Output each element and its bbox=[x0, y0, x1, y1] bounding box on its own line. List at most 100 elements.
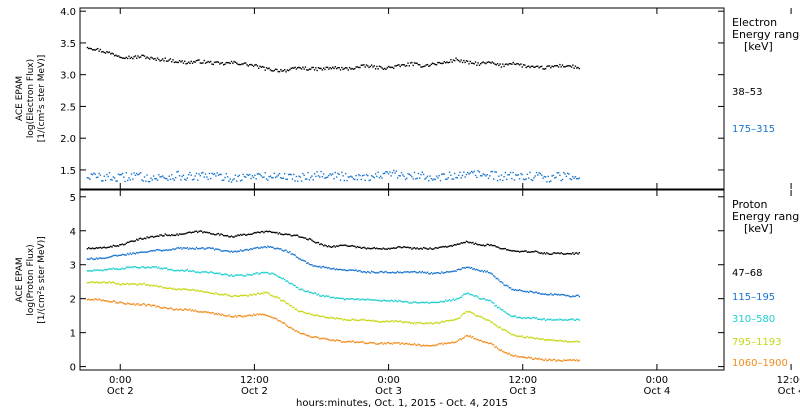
proton-series-1-point bbox=[578, 295, 581, 298]
proton-series-0-point bbox=[465, 240, 468, 243]
proton-series-3-point bbox=[256, 292, 259, 294]
proton-series-4-point bbox=[132, 303, 134, 305]
proton-series-3-point bbox=[438, 322, 440, 324]
proton-series-4-point bbox=[413, 342, 416, 345]
proton-series-2-point bbox=[191, 270, 194, 272]
proton-series-2-point bbox=[566, 319, 569, 322]
proton-series-2-point bbox=[415, 301, 417, 303]
proton-series-0-point bbox=[403, 245, 405, 248]
proton-series-2-point bbox=[237, 274, 239, 276]
proton-series-0-point bbox=[457, 243, 460, 245]
proton-series-4-point bbox=[531, 358, 534, 361]
proton-series-3-point bbox=[544, 339, 547, 341]
proton-series-2-point bbox=[150, 267, 152, 269]
proton-series-0-point bbox=[229, 236, 231, 238]
proton-series-3-point bbox=[219, 293, 221, 296]
proton-series-1-point bbox=[476, 268, 478, 271]
proton-series-2-point bbox=[302, 289, 304, 291]
xtick-date-label: Oct 4 bbox=[778, 386, 800, 397]
proton-series-2-point bbox=[284, 278, 286, 281]
electron-series-0-point bbox=[529, 66, 531, 69]
proton-series-4-point bbox=[273, 317, 276, 319]
proton-series-3-point bbox=[538, 338, 540, 340]
proton-series-4-point bbox=[263, 313, 265, 316]
proton-series-2-point bbox=[165, 267, 168, 269]
electron-series-0-point bbox=[429, 64, 431, 67]
proton-series-1-point bbox=[113, 254, 116, 257]
electron-series-1-point bbox=[285, 178, 287, 180]
electron-series-1-point bbox=[391, 172, 394, 174]
proton-series-0-point bbox=[347, 245, 350, 247]
electron-series-0-point bbox=[197, 59, 199, 61]
electron-series-0-point bbox=[495, 64, 497, 66]
electron-series-0-point bbox=[276, 68, 278, 71]
electron-series-0-point bbox=[443, 61, 446, 63]
proton-series-2-point bbox=[271, 272, 273, 274]
proton-series-3-point bbox=[364, 319, 366, 321]
electron-series-1-point bbox=[160, 176, 163, 178]
proton-series-4-point bbox=[268, 315, 270, 318]
electron-series-1-point bbox=[108, 171, 111, 174]
electron-series-1-point bbox=[480, 175, 482, 177]
proton-series-1-point bbox=[512, 288, 514, 291]
proton-series-1-point bbox=[377, 272, 379, 274]
proton-series-3-point bbox=[286, 302, 289, 305]
proton-series-3-point bbox=[348, 319, 351, 321]
proton-series-3-point bbox=[97, 281, 99, 284]
electron-series-1-point bbox=[537, 174, 539, 176]
proton-series-3-point bbox=[120, 284, 122, 286]
electron-series-1-point bbox=[326, 176, 329, 178]
proton-series-1-point bbox=[246, 248, 248, 251]
proton-series-4-point bbox=[437, 343, 439, 346]
proton-series-4-point bbox=[99, 299, 102, 301]
proton-series-4-point bbox=[421, 345, 423, 347]
electron-series-1-point bbox=[460, 177, 462, 179]
electron-series-1-point bbox=[513, 179, 516, 181]
electron-series-0-point bbox=[552, 65, 555, 68]
proton-series-1-point bbox=[315, 265, 317, 267]
proton-series-0-point bbox=[277, 233, 279, 235]
proton-series-1-point bbox=[373, 271, 375, 274]
proton-series-0-point bbox=[184, 233, 186, 235]
electron-series-0-point bbox=[347, 69, 350, 71]
electron-series-0-point bbox=[285, 71, 287, 73]
proton-series-2-point bbox=[355, 298, 357, 300]
electron-series-1-point bbox=[269, 175, 272, 177]
proton-series-1-point bbox=[268, 246, 270, 248]
electron-series-0-point bbox=[339, 69, 342, 71]
proton-series-1-point bbox=[556, 294, 558, 296]
proton-series-2-point bbox=[138, 267, 141, 269]
proton-series-3-point bbox=[534, 338, 536, 340]
proton-series-4-point bbox=[578, 359, 581, 362]
proton-series-2-point bbox=[112, 267, 115, 269]
proton-series-4-point bbox=[395, 342, 398, 344]
proton-series-2-point bbox=[242, 274, 244, 277]
proton-series-1-point bbox=[210, 247, 212, 250]
proton-series-4-point bbox=[229, 315, 231, 318]
electron-series-0-point bbox=[97, 47, 99, 50]
proton-series-0-point bbox=[387, 247, 390, 250]
proton-series-4-point bbox=[364, 342, 366, 345]
electron-series-0-point bbox=[480, 63, 482, 65]
proton-series-2-point bbox=[569, 318, 571, 321]
proton-series-4-point bbox=[328, 339, 330, 341]
electron-series-0-point bbox=[476, 64, 478, 66]
proton-series-1-point bbox=[191, 247, 194, 249]
proton-series-0-point bbox=[495, 246, 497, 248]
electron-series-1-point bbox=[154, 177, 156, 180]
electron-series-1-point bbox=[195, 172, 198, 175]
proton-series-3-point bbox=[374, 320, 377, 322]
electron-series-0-point bbox=[465, 60, 468, 62]
proton-series-0-point bbox=[180, 233, 182, 236]
electron-series-1-point bbox=[502, 179, 504, 182]
proton-series-3-point bbox=[486, 319, 488, 321]
proton-series-4-point bbox=[521, 356, 523, 358]
proton-series-4-point bbox=[356, 341, 359, 343]
proton-series-0-point bbox=[178, 233, 181, 235]
proton-series-1-point bbox=[171, 249, 173, 251]
electron-series-1-point bbox=[330, 174, 333, 176]
proton-series-2-point bbox=[187, 270, 190, 272]
proton-series-2-point bbox=[359, 299, 361, 301]
proton-series-4-point bbox=[180, 308, 182, 310]
electron-series-0-point bbox=[513, 63, 516, 65]
